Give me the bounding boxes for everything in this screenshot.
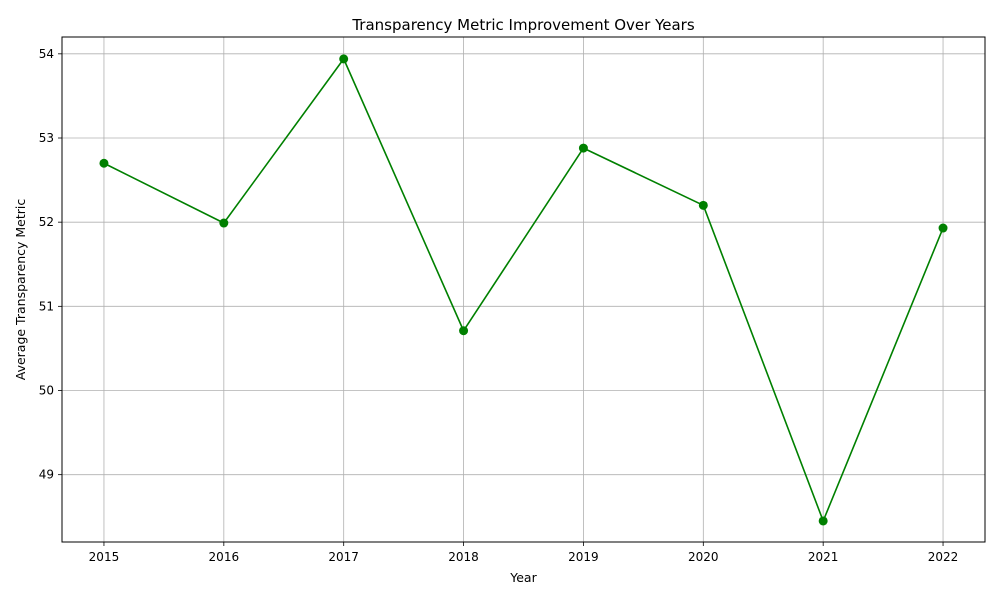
y-axis-ticks: 49 50 51 52 53 54 — [39, 47, 62, 482]
data-point-2019 — [578, 143, 588, 153]
x-axis-label: Year — [509, 570, 537, 585]
y-axis-label: Average Transparency Metric — [13, 199, 28, 381]
x-tick-label: 2016 — [209, 550, 240, 564]
x-tick-label: 2015 — [89, 550, 120, 564]
plot-area-frame — [61, 36, 986, 543]
data-point-2020 — [698, 200, 708, 210]
y-tick-label: 52 — [39, 215, 54, 229]
data-point-2021 — [818, 516, 828, 526]
data-points — [99, 54, 948, 526]
data-point-2018 — [459, 326, 469, 336]
x-tick-label: 2018 — [448, 550, 479, 564]
chart-title: Transparency Metric Improvement Over Yea… — [351, 16, 694, 34]
data-point-2015 — [99, 158, 109, 168]
x-tick-label: 2020 — [688, 550, 719, 564]
y-tick-label: 53 — [39, 131, 54, 145]
y-tick-label: 51 — [39, 299, 54, 313]
data-point-2017 — [339, 54, 349, 64]
x-tick-label: 2021 — [808, 550, 839, 564]
data-point-2016 — [219, 218, 229, 228]
y-tick-label: 49 — [39, 468, 54, 482]
x-tick-label: 2017 — [328, 550, 359, 564]
series-line — [103, 58, 944, 522]
x-axis-ticks: 2015 2016 2017 2018 2019 2020 2021 2022 — [89, 542, 959, 564]
data-point-2022 — [938, 223, 948, 233]
y-tick-label: 50 — [39, 384, 54, 398]
y-tick-label: 54 — [39, 47, 54, 61]
x-tick-label: 2022 — [928, 550, 959, 564]
grid-lines — [62, 37, 985, 542]
x-tick-label: 2019 — [568, 550, 599, 564]
series-line-group — [103, 58, 944, 522]
